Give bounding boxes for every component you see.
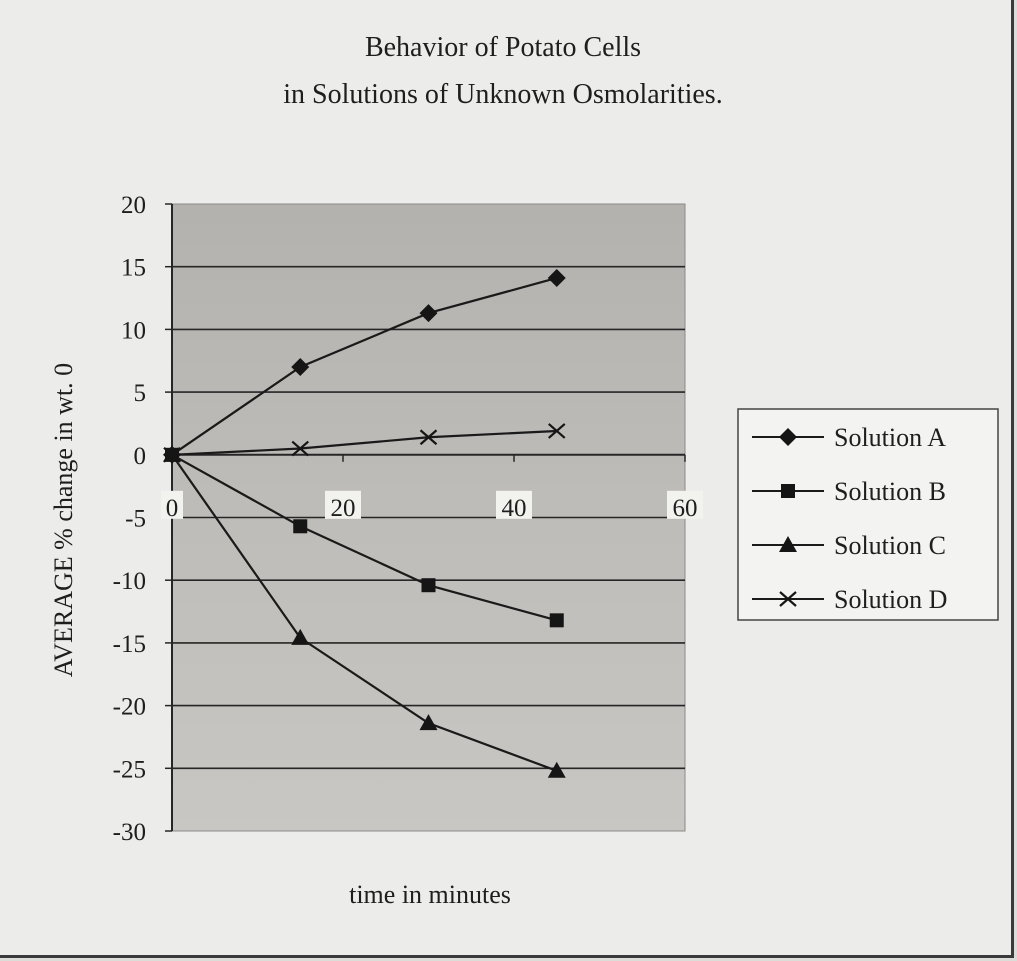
data-point	[291, 440, 309, 457]
legend: Solution A Solution B Solution C Solution D	[737, 408, 999, 621]
x-tick-label-bg	[161, 490, 183, 519]
data-point	[547, 761, 566, 778]
x-tick-label: 0	[166, 495, 179, 522]
series-markers	[163, 268, 566, 778]
legend-marker	[779, 536, 797, 552]
chart-title-line-1: Behavior of Potato Cells	[365, 32, 641, 63]
legend-marker	[781, 484, 795, 498]
series-lines	[171, 276, 558, 772]
x-tick-label-bg	[496, 490, 532, 519]
legend-marker	[779, 591, 797, 607]
data-point	[293, 519, 308, 534]
y-tick-label: 10	[121, 317, 146, 344]
x-tick-label-bg	[325, 490, 361, 519]
legend-label: Solution C	[834, 531, 946, 560]
data-point	[163, 446, 181, 463]
data-point	[419, 714, 438, 731]
data-point	[549, 613, 564, 628]
legend-marker	[779, 428, 797, 446]
y-tick-label: -20	[113, 694, 146, 721]
data-point	[548, 423, 566, 439]
legend-items: Solution A Solution B Solution C Solution D	[752, 423, 947, 614]
y-tick-label: -5	[125, 506, 146, 533]
data-point	[419, 304, 438, 323]
series-line-solution-a	[171, 276, 558, 456]
x-tick-label: 20	[331, 495, 356, 522]
y-tick-label: 5	[134, 380, 147, 407]
series-line-solution-c	[171, 454, 558, 772]
x-tick-label: 40	[502, 495, 527, 522]
legend-label: Solution A	[834, 423, 946, 452]
y-tick-label: -25	[113, 756, 146, 783]
data-point	[547, 268, 566, 287]
x-tick-labels: 0 20 40 60	[161, 490, 703, 522]
x-tick-label: 60	[673, 495, 698, 522]
y-tick-labels: 20 15 10 5 0 -5 -10 -15 -20 -25 -30	[113, 192, 146, 846]
y-tick-label: -15	[113, 631, 146, 658]
y-tick-label: 20	[121, 192, 146, 219]
legend-label: Solution D	[834, 585, 947, 614]
x-axis-label: time in minutes	[349, 880, 511, 909]
series-line-solution-d	[171, 429, 557, 456]
y-tick-label: -10	[113, 568, 146, 595]
legend-box	[737, 408, 999, 621]
y-axis-label: AVERAGE % change in wt. 0	[49, 363, 78, 677]
series-line-solution-b	[171, 453, 558, 622]
data-point	[419, 429, 438, 446]
y-tick-label: 0	[134, 443, 147, 470]
chart-title-line-2: in Solutions of Unknown Osmolarities.	[283, 79, 722, 110]
data-point	[291, 628, 310, 645]
data-point	[421, 578, 436, 593]
legend-label: Solution B	[834, 477, 946, 506]
data-point	[291, 358, 310, 377]
y-tick-label: 15	[121, 255, 146, 282]
y-tick-label: -30	[113, 819, 146, 846]
x-tick-label-bg	[667, 490, 703, 519]
